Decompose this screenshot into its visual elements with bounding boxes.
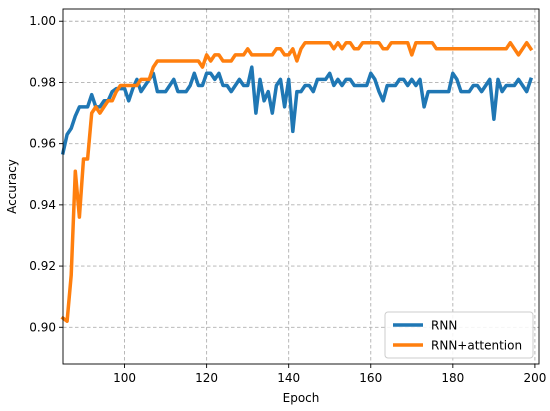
y-axis-label: Accuracy	[5, 159, 19, 214]
y-tick-label: 0.90	[29, 320, 56, 334]
legend-label: RNN	[431, 319, 457, 333]
y-tick-label: 0.96	[29, 137, 56, 151]
series-lines	[60, 40, 534, 323]
legend-label: RNN+attention	[431, 339, 522, 353]
x-tick-label: 140	[277, 371, 300, 385]
plot-frame	[62, 8, 540, 365]
axis-ticks: 100 120 140 160 180 200 0.90 0.92 0.94 0.96 0.98 1.…	[29, 14, 546, 385]
x-tick-label: 100	[113, 371, 136, 385]
y-tick-label: 0.92	[29, 259, 56, 273]
x-tick-label: 120	[195, 371, 218, 385]
x-tick-label: 200	[523, 371, 546, 385]
y-tick-label: 0.94	[29, 198, 56, 212]
legend: RNN RNN+attention	[384, 311, 534, 359]
series-line-rnn	[60, 65, 534, 155]
x-tick-label: 160	[359, 371, 382, 385]
series-line-rnn-attention	[60, 40, 534, 323]
x-axis-label: Epoch	[283, 391, 320, 405]
y-tick-label: 0.98	[29, 75, 56, 89]
y-tick-label: 1.00	[29, 14, 56, 28]
x-tick-label: 180	[441, 371, 464, 385]
